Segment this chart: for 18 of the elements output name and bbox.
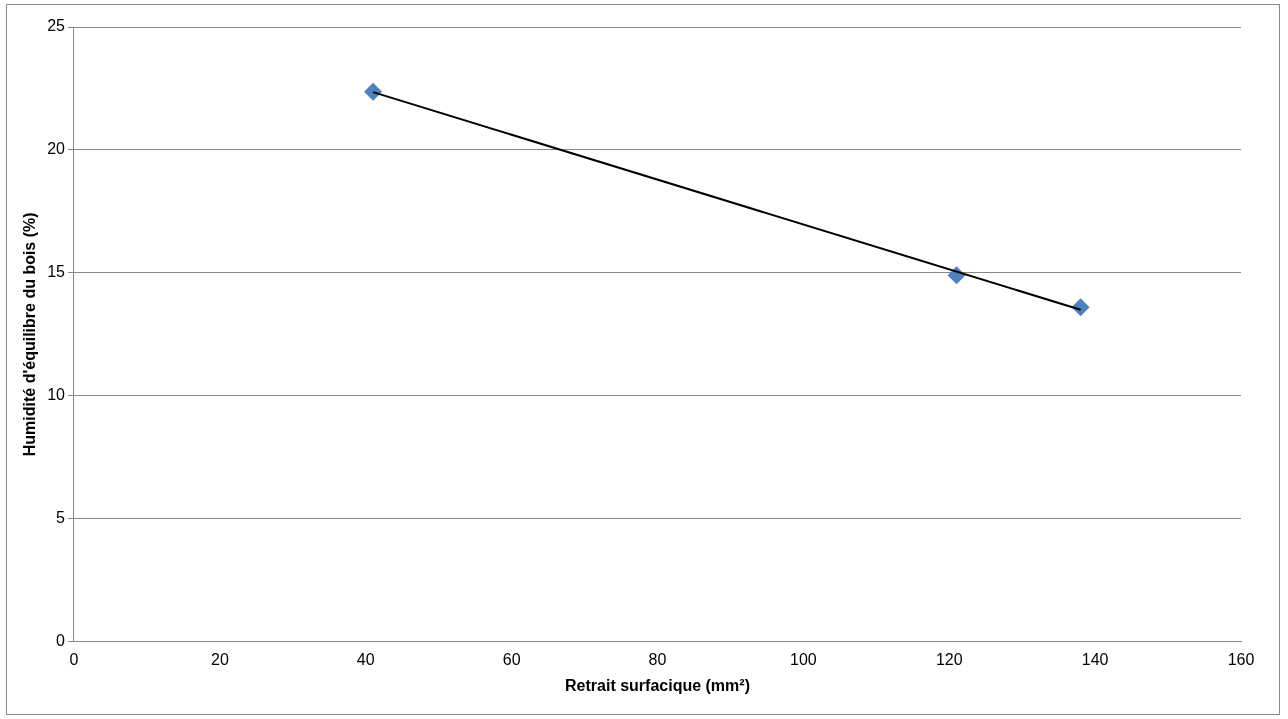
y-tick-label: 15 xyxy=(47,263,66,281)
x-tick-label: 0 xyxy=(69,650,79,668)
point xyxy=(364,82,383,101)
x-tick-label: 20 xyxy=(210,650,229,668)
x-tick-label: 100 xyxy=(790,650,817,668)
y-tick-label: 25 xyxy=(47,17,66,35)
y-tick-label: 0 xyxy=(56,632,66,650)
y-axis-title: Humidité d'équilibre du bois (%) xyxy=(21,212,39,457)
x-tick-label: 40 xyxy=(356,650,375,668)
x-axis-title: Retrait surfacique (mm²) xyxy=(565,676,750,694)
y-tick-label: 10 xyxy=(47,386,66,404)
x-tick-label: 60 xyxy=(502,650,521,668)
y-tick-label: 5 xyxy=(56,509,66,527)
x-tick-label: 120 xyxy=(935,650,963,668)
x-tick-label: 140 xyxy=(1081,650,1109,668)
x-tick-label: 160 xyxy=(1227,650,1255,668)
y-tick-label: 20 xyxy=(47,140,66,158)
x-tick-label: 80 xyxy=(648,650,667,668)
